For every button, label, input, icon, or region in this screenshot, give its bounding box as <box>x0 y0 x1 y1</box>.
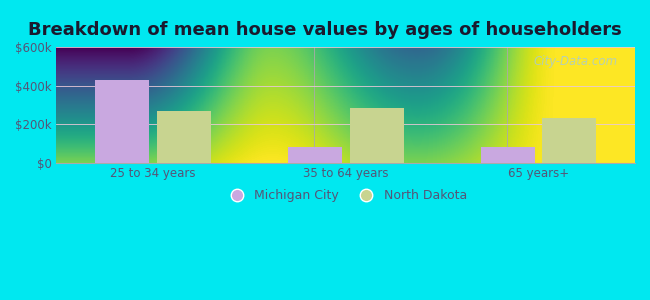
Text: City-Data.com: City-Data.com <box>534 55 618 68</box>
Legend: Michigan City, North Dakota: Michigan City, North Dakota <box>219 184 473 207</box>
Bar <box>481 147 535 163</box>
Bar <box>543 118 597 163</box>
Bar <box>95 80 149 163</box>
Text: Breakdown of mean house values by ages of householders: Breakdown of mean house values by ages o… <box>28 21 622 39</box>
Bar <box>157 111 211 163</box>
Bar <box>350 108 404 163</box>
Bar <box>288 147 342 163</box>
